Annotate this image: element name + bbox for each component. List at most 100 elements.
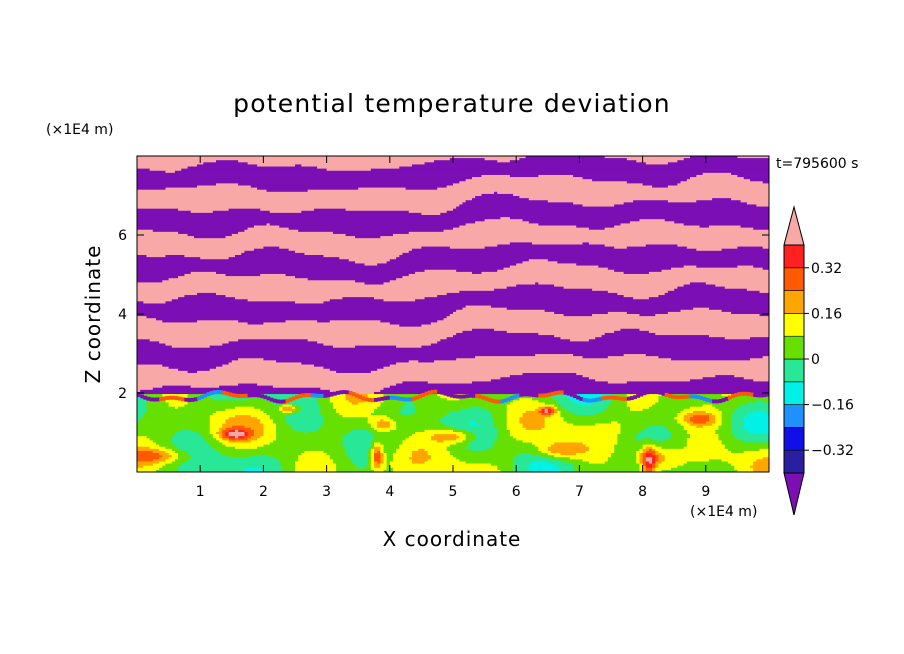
contour-cell xyxy=(140,389,331,393)
contour-cell xyxy=(459,290,609,294)
contour-cell xyxy=(690,436,720,439)
contour-cell xyxy=(497,160,511,163)
contour-cell xyxy=(383,396,388,401)
contour-cell xyxy=(516,455,543,458)
contour-cell xyxy=(187,402,274,406)
contour-cell xyxy=(731,311,769,315)
contour-cell xyxy=(137,177,473,180)
contour-cell xyxy=(411,400,514,404)
contour-cell xyxy=(655,453,663,456)
contour-cell xyxy=(276,423,290,427)
contour-cell xyxy=(209,421,227,425)
contour-cell xyxy=(648,461,653,465)
contour-cell xyxy=(437,187,769,191)
contour-cell xyxy=(247,299,331,302)
contour-cell xyxy=(528,259,549,262)
contour-cell xyxy=(642,391,647,396)
contour-cell xyxy=(547,408,552,412)
contour-cell xyxy=(494,444,536,448)
contour-cell xyxy=(671,434,691,437)
contour-cell xyxy=(374,436,410,439)
contour-cell xyxy=(253,248,290,252)
contour-cell xyxy=(421,345,769,349)
contour-cell xyxy=(260,394,264,399)
contour-cell xyxy=(137,450,154,454)
contour-cell xyxy=(731,463,754,467)
contour-cell xyxy=(421,393,426,397)
contour-cell xyxy=(642,461,647,465)
contour-cell xyxy=(137,204,460,208)
contour-cell xyxy=(137,362,230,366)
contour-cell xyxy=(715,406,738,410)
contour-cell xyxy=(370,467,388,471)
contour-cell xyxy=(298,404,321,408)
contour-cell xyxy=(152,450,167,454)
contour-cell xyxy=(178,297,236,300)
contour-cell xyxy=(228,436,236,439)
contour-cell xyxy=(690,394,694,399)
contour-cell xyxy=(468,393,473,398)
contour-cell xyxy=(494,423,508,427)
contour-cell xyxy=(671,436,691,439)
contour-cell xyxy=(282,404,293,408)
contour-cell xyxy=(715,415,723,418)
contour-cell xyxy=(222,438,230,441)
contour-cell xyxy=(269,397,274,402)
contour-cell xyxy=(276,429,296,433)
contour-cell xyxy=(197,370,337,374)
contour-cell xyxy=(456,438,467,441)
contour-cell xyxy=(576,395,580,400)
contour-cell xyxy=(430,436,460,439)
contour-cell xyxy=(595,400,612,404)
contour-cell xyxy=(478,394,483,399)
contour-cell xyxy=(708,415,716,418)
contour-cell xyxy=(513,400,539,404)
contour-cell xyxy=(614,446,644,450)
contour-cell xyxy=(171,299,249,302)
contour-cell xyxy=(187,370,198,374)
contour-cell xyxy=(696,174,738,178)
contour-cell xyxy=(380,461,385,465)
contour-cell xyxy=(731,413,748,416)
contour-cell xyxy=(399,444,451,448)
contour-cell xyxy=(734,410,754,414)
contour-cell xyxy=(636,436,672,439)
contour-cell xyxy=(528,467,562,471)
contour-cell xyxy=(263,429,277,433)
contour-cell xyxy=(146,406,176,410)
contour-cell xyxy=(168,395,173,400)
contour-cell xyxy=(620,396,625,401)
contour-cell xyxy=(500,377,590,380)
contour-cell xyxy=(661,461,688,465)
contour-cell xyxy=(206,440,220,444)
contour-cell xyxy=(168,366,217,370)
contour-cell xyxy=(623,295,659,298)
contour-cell xyxy=(137,393,141,397)
contour-cell xyxy=(225,434,230,437)
contour-cell xyxy=(137,299,173,302)
contour-cell xyxy=(187,400,271,404)
contour-cell xyxy=(187,394,208,397)
contour-cell xyxy=(171,345,211,349)
contour-cell xyxy=(317,393,321,398)
contour-cell xyxy=(731,429,748,433)
contour-cell xyxy=(664,455,769,458)
contour-cell xyxy=(560,453,577,456)
contour-cell xyxy=(137,372,524,376)
contour-cell xyxy=(171,395,176,400)
contour-cell xyxy=(538,448,549,452)
contour-cell xyxy=(427,450,451,454)
contour-cell xyxy=(260,421,274,425)
contour-cell xyxy=(155,318,445,321)
contour-cell xyxy=(671,467,735,471)
contour-cell xyxy=(269,417,287,420)
contour-cell xyxy=(272,385,391,389)
contour-cell xyxy=(219,390,223,395)
x-tick-label: 7 xyxy=(575,484,584,500)
contour-cell xyxy=(762,181,769,184)
contour-cell xyxy=(550,413,555,416)
contour-cell xyxy=(174,406,179,410)
contour-cell xyxy=(544,423,574,427)
contour-cell xyxy=(421,246,451,250)
contour-cell xyxy=(282,399,287,404)
